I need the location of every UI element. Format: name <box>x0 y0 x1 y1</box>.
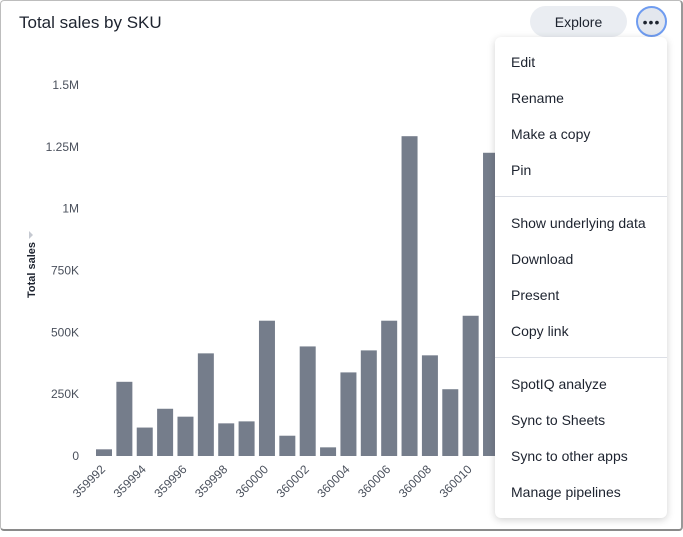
menu-item-sync-to-other-apps[interactable]: Sync to other apps <box>511 448 628 464</box>
y-tick-label: 750K <box>51 264 79 278</box>
menu-item-copy-link[interactable]: Copy link <box>511 323 569 339</box>
more-options-menu: Edit Rename Make a copy Pin Show underlying … <box>495 37 667 518</box>
bar-359994 <box>136 427 153 456</box>
bar-360006 <box>381 320 398 456</box>
bar-360002 <box>299 346 316 456</box>
x-tick-label: 360002 <box>274 462 312 500</box>
y-tick-label: 1.5M <box>52 78 79 92</box>
x-tick-label: 360010 <box>437 462 475 500</box>
bar-359996 <box>177 416 194 456</box>
menu-item-edit[interactable]: Edit <box>511 54 536 70</box>
bar-359993 <box>116 381 133 456</box>
menu-item-sync-to-sheets[interactable]: Sync to Sheets <box>511 412 606 428</box>
menu-item-present[interactable]: Present <box>511 287 560 303</box>
more-horizontal-icon: ••• <box>642 13 661 30</box>
y-tick-label: 500K <box>51 325 79 339</box>
menu-item-show-underlying-data[interactable]: Show underlying data <box>511 215 646 231</box>
bar-360000 <box>258 320 275 456</box>
x-tick-label: 359994 <box>111 462 149 500</box>
y-tick-label: 1.25M <box>46 140 79 154</box>
menu-item-spotiq-analyze[interactable]: SpotIQ analyze <box>511 376 607 392</box>
y-tick-label: 1M <box>62 202 79 216</box>
bar-360008 <box>421 355 438 456</box>
bar-360010 <box>462 315 479 456</box>
menu-item-download[interactable]: Download <box>511 251 574 267</box>
x-tick-label: 359992 <box>70 462 108 500</box>
y-tick-label: 250K <box>51 387 79 401</box>
more-options-button[interactable]: ••• <box>636 6 667 37</box>
bar-359995 <box>157 408 174 456</box>
bar-360007 <box>401 136 418 456</box>
bar-359998 <box>218 423 235 456</box>
bar-359997 <box>197 353 214 456</box>
menu-item-make-a-copy[interactable]: Make a copy <box>511 126 591 142</box>
chart-title: Total sales by SKU <box>19 13 162 32</box>
y-axis-label: Total sales <box>26 242 38 298</box>
explore-button[interactable]: Explore <box>530 6 627 37</box>
x-tick-label: 360004 <box>314 462 352 500</box>
bar-359999 <box>238 421 255 456</box>
menu-item-rename[interactable]: Rename <box>511 90 564 106</box>
y-tick-label: 0 <box>72 449 79 463</box>
bar-360001 <box>279 435 296 456</box>
x-tick-label: 360006 <box>355 462 393 500</box>
x-tick-label: 359996 <box>151 462 189 500</box>
bar-360009 <box>442 389 459 456</box>
menu-item-pin[interactable]: Pin <box>511 162 532 178</box>
menu-divider <box>495 357 667 358</box>
bar-359992 <box>96 449 112 456</box>
menu-item-manage-pipelines[interactable]: Manage pipelines <box>511 484 621 500</box>
bar-360004 <box>340 372 357 456</box>
x-tick-label: 360008 <box>396 462 434 500</box>
menu-divider <box>495 196 667 197</box>
axis-caret-icon <box>29 231 33 239</box>
bar-360005 <box>360 350 377 456</box>
x-tick-label: 360000 <box>233 462 271 500</box>
bar-360003 <box>320 447 337 456</box>
x-tick-label: 359998 <box>192 462 230 500</box>
